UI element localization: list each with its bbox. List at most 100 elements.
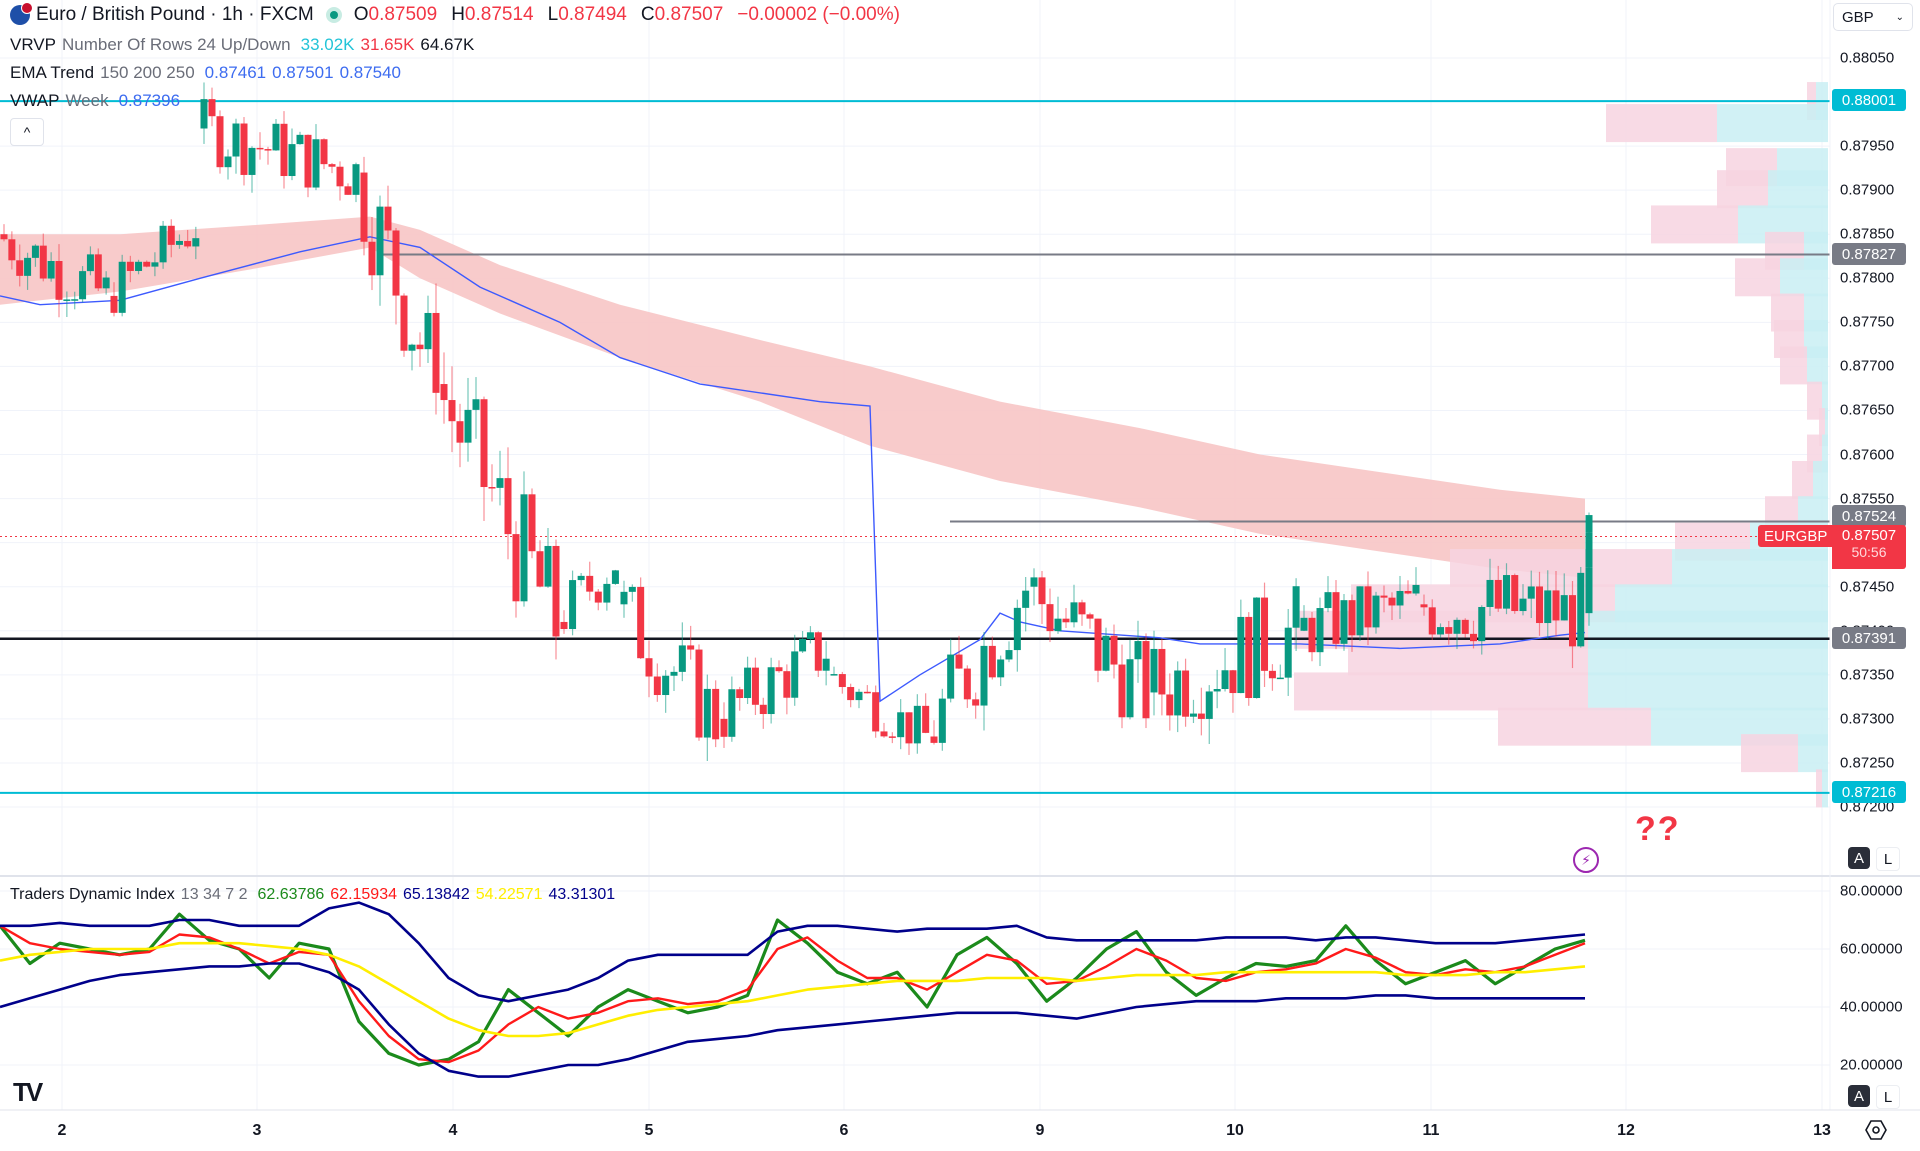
price-axis-label: 0.87900 <box>1840 181 1895 199</box>
price-axis-label: 0.87250 <box>1840 754 1895 772</box>
time-axis-label: 9 <box>1035 1122 1045 1139</box>
time-axis-label: 5 <box>644 1122 654 1139</box>
tdi-params: 13 34 7 2 <box>180 886 248 903</box>
question-marks-annotation: ?? <box>1635 810 1681 848</box>
ema-200-value: 0.87501 <box>272 63 334 82</box>
tdi-series-line <box>0 924 1586 1064</box>
price-axis-label: 0.87600 <box>1840 446 1895 464</box>
volume-profile <box>1294 82 1828 808</box>
time-axis-label: 12 <box>1617 1122 1635 1139</box>
symbol-price-tag: EURGBP <box>1758 525 1834 547</box>
price-axis-label: 0.87650 <box>1840 401 1895 419</box>
vwap-value: 0.87396 <box>118 91 181 110</box>
tdi-axis-label: 80.00000 <box>1840 882 1903 900</box>
tdi-name[interactable]: Traders Dynamic Index <box>10 886 175 903</box>
close-value: 0.87507 <box>654 4 724 25</box>
change-value: −0.00002 (−0.00%) <box>737 4 900 25</box>
tdi-axis-label: 40.00000 <box>1840 998 1903 1016</box>
mid-level-price-tag: 0.87524 <box>1832 505 1906 527</box>
low-value: 0.87494 <box>558 4 627 25</box>
price-axis-label: 0.87350 <box>1840 666 1895 684</box>
vwap-legend[interactable]: VWAP Week 0.87396 <box>10 91 180 111</box>
price-axis-label: 0.87950 <box>1840 137 1895 155</box>
chevron-up-icon: ^ <box>23 124 31 140</box>
settings-hexagon-icon[interactable] <box>1864 1118 1888 1142</box>
price-axis-label: 0.88050 <box>1840 49 1895 67</box>
bar-countdown: 50:56 <box>1851 544 1887 560</box>
tdi-base-value: 54.22571 <box>475 886 543 903</box>
tdi-axis-label: 20.00000 <box>1840 1056 1903 1074</box>
lower-level-price-tag: 0.87391 <box>1832 627 1906 649</box>
vrvp-params: Number Of Rows 24 Up/Down <box>62 35 291 54</box>
tdi-upper-band-value: 65.13842 <box>403 886 470 903</box>
vwap-name[interactable]: VWAP <box>10 91 60 110</box>
tdi-lines <box>0 901 1586 1078</box>
ema-150-value: 0.87461 <box>204 63 267 82</box>
symbol-legend[interactable]: Euro / British Pound · 1h · FXCM O 0.8750… <box>10 2 908 26</box>
price-axis-label: 0.87700 <box>1840 357 1895 375</box>
tradingview-logo[interactable]: TV <box>13 1077 43 1107</box>
time-axis-label: 2 <box>57 1122 67 1139</box>
resistance-price-tag: 0.88001 <box>1832 89 1906 111</box>
tdi-auto-scale-button[interactable]: A <box>1848 1085 1870 1107</box>
price-axis-label: 0.87450 <box>1840 578 1895 596</box>
tdi-axis-label: 60.00000 <box>1840 940 1903 958</box>
currency-select[interactable]: GBP ⌄ <box>1833 3 1913 31</box>
currency-value: GBP <box>1842 8 1874 26</box>
vrvp-name[interactable]: VRVP <box>10 35 56 54</box>
last-price-value: 0.87507 <box>1841 527 1897 544</box>
price-axis-label: 0.87300 <box>1840 710 1895 728</box>
vrvp-legend[interactable]: VRVP Number Of Rows 24 Up/Down 33.02K 31… <box>10 35 474 55</box>
ema-name[interactable]: EMA Trend <box>10 63 95 82</box>
tdi-series-line <box>0 912 1586 1067</box>
tdi-series-line <box>0 941 1586 1038</box>
price-axis-label: 0.87750 <box>1840 313 1895 331</box>
tdi-log-scale-button[interactable]: L <box>1876 1085 1900 1109</box>
open-label: O <box>353 4 369 25</box>
time-axis-label: 13 <box>1813 1122 1831 1139</box>
time-axis-label: 6 <box>839 1122 849 1139</box>
auto-scale-button[interactable]: A <box>1848 847 1870 869</box>
time-axis-label: 11 <box>1422 1122 1440 1139</box>
low-label: L <box>547 4 559 25</box>
time-axis-label: 3 <box>252 1122 262 1139</box>
vwap-params: Week <box>65 91 109 110</box>
tdi-series-line <box>0 962 1585 1078</box>
tdi-scale-buttons: A L <box>1848 1085 1900 1109</box>
tdi-series-line <box>0 901 1586 1003</box>
ema-params: 150 200 250 <box>100 63 195 82</box>
open-value: 0.87509 <box>368 4 438 25</box>
last-price-tag: 0.87507 50:56 <box>1832 525 1906 569</box>
vwap-line <box>0 236 1586 703</box>
price-axis-label: 0.87800 <box>1840 269 1895 287</box>
price-axis-label: 0.87850 <box>1840 225 1895 243</box>
candlesticks <box>0 82 1593 761</box>
horizontal-levels[interactable] <box>0 100 1830 794</box>
lightning-icon[interactable]: ⚡ <box>1573 847 1599 873</box>
market-open-status-icon <box>325 7 342 23</box>
log-scale-button[interactable]: L <box>1876 847 1900 871</box>
price-axis-label: 0.87550 <box>1840 490 1895 508</box>
vrvp-total-value: 64.67K <box>420 35 475 54</box>
time-axis-label: 10 <box>1226 1122 1244 1139</box>
ema-legend[interactable]: EMA Trend 150 200 250 0.87461 0.87501 0.… <box>10 63 401 83</box>
high-label: H <box>451 4 465 25</box>
time-axis-label: 4 <box>448 1122 458 1139</box>
ema-250-value: 0.87540 <box>339 63 402 82</box>
tdi-signal-value: 62.15934 <box>330 886 397 903</box>
high-value: 0.87514 <box>464 4 534 25</box>
eur-gbp-flag-icon <box>10 2 33 25</box>
vrvp-down-value: 31.65K <box>360 35 415 54</box>
collapse-legend-button[interactable]: ^ <box>10 118 44 146</box>
tdi-rsi-value: 62.63786 <box>257 886 325 903</box>
tdi-legend[interactable]: Traders Dynamic Index 13 34 7 2 62.63786… <box>10 886 615 904</box>
tdi-lower-band-value: 43.31301 <box>548 886 616 903</box>
support-price-tag: 0.87216 <box>1832 781 1906 803</box>
main-scale-buttons: A L <box>1848 847 1900 871</box>
close-label: C <box>640 4 655 25</box>
vrvp-up-value: 33.02K <box>300 35 355 54</box>
upper-level-price-tag: 0.87827 <box>1832 243 1906 265</box>
chevron-down-icon: ⌄ <box>1895 11 1904 23</box>
symbol-title[interactable]: Euro / British Pound · 1h · FXCM <box>36 4 314 25</box>
